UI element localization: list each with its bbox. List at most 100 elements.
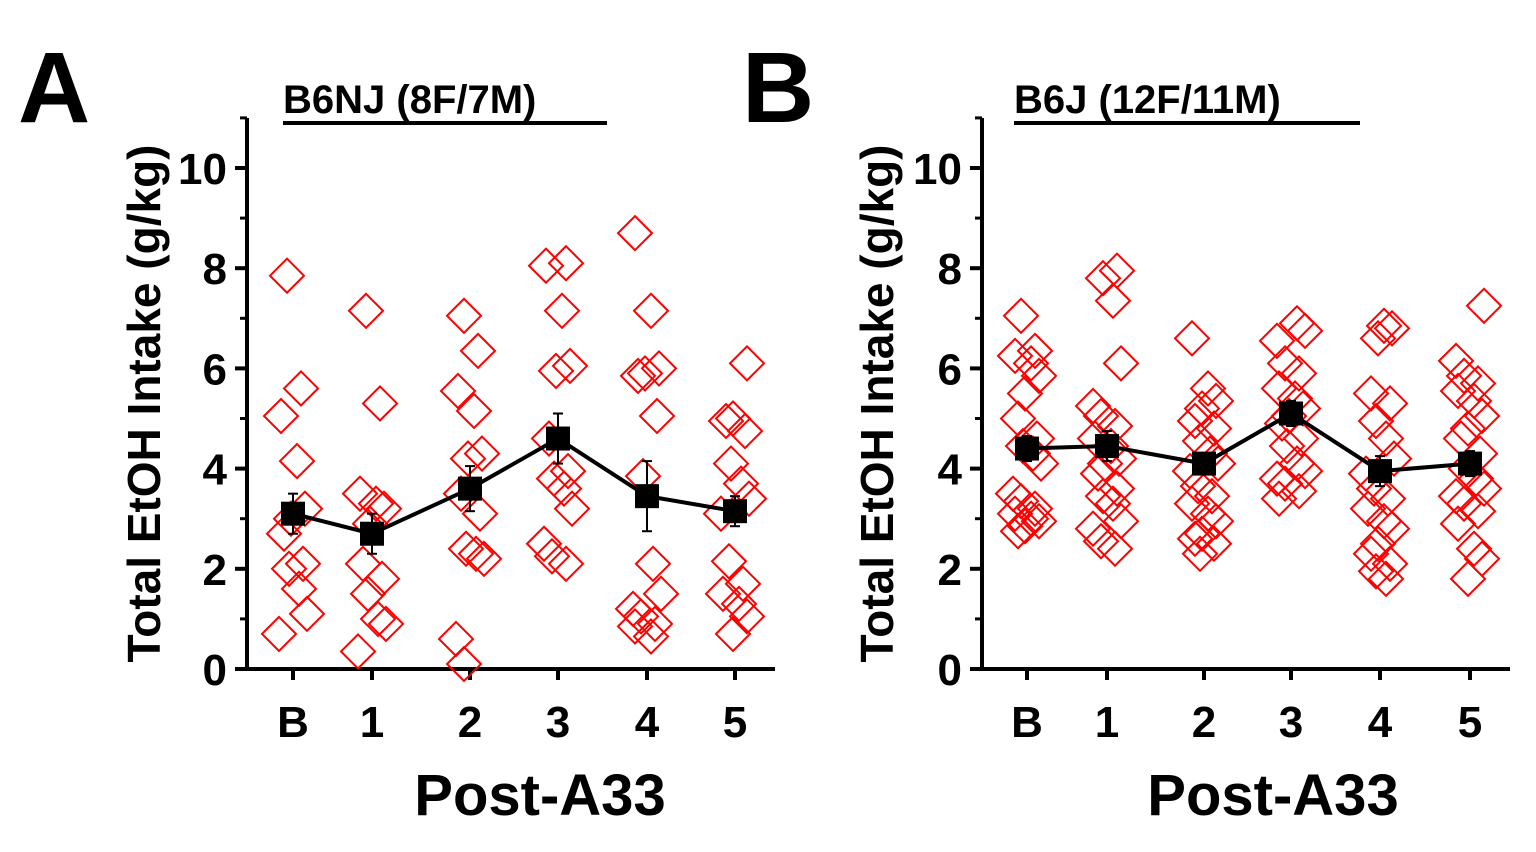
individual-point bbox=[1437, 342, 1475, 380]
individual-point bbox=[720, 585, 758, 623]
mean-point bbox=[546, 426, 570, 451]
individual-point bbox=[449, 440, 487, 477]
individual-point bbox=[1094, 282, 1132, 320]
y-axis-label: Total EtOH Intake (g/kg) bbox=[851, 145, 903, 663]
mean-point bbox=[360, 521, 384, 546]
individual-point bbox=[1439, 372, 1477, 410]
x-tick-label: 4 bbox=[635, 698, 660, 747]
individual-point bbox=[1439, 505, 1477, 543]
x-tick-label: 2 bbox=[1192, 698, 1216, 747]
individual-point bbox=[1459, 365, 1497, 402]
individual-point bbox=[1286, 312, 1324, 350]
individual-point bbox=[1176, 520, 1214, 558]
individual-point bbox=[1449, 410, 1487, 447]
individual-point bbox=[341, 475, 379, 513]
x-tick-label: 3 bbox=[1279, 698, 1303, 747]
individual-point bbox=[461, 495, 499, 533]
individual-point bbox=[626, 354, 664, 392]
mean-point bbox=[281, 501, 305, 526]
individual-point bbox=[1352, 535, 1390, 573]
y-tick-label: 6 bbox=[938, 345, 962, 394]
individual-point bbox=[439, 372, 477, 410]
individual-point bbox=[726, 412, 764, 450]
individual-point bbox=[445, 297, 483, 335]
individual-point bbox=[1449, 560, 1487, 598]
y-tick-label: 2 bbox=[938, 546, 962, 595]
individual-point bbox=[1193, 477, 1231, 515]
individual-point bbox=[704, 575, 742, 613]
individual-point bbox=[1181, 535, 1219, 573]
x-tick-label: 2 bbox=[458, 698, 482, 747]
individual-point bbox=[728, 597, 766, 635]
individual-point bbox=[724, 565, 762, 603]
individual-point bbox=[616, 608, 654, 645]
x-axis-label: Post-A33 bbox=[414, 763, 665, 828]
mean-point bbox=[1015, 436, 1039, 461]
panel-title: B6NJ (8F/7M) bbox=[283, 78, 536, 122]
individual-point bbox=[1371, 385, 1409, 422]
individual-point bbox=[553, 490, 591, 528]
y-tick-label: 8 bbox=[203, 245, 227, 294]
individual-point bbox=[707, 402, 745, 440]
individual-point bbox=[288, 595, 326, 633]
individual-point bbox=[1357, 402, 1395, 440]
y-tick-label: 0 bbox=[203, 646, 227, 695]
individual-point bbox=[638, 397, 676, 435]
mean-line bbox=[1026, 411, 1471, 474]
individual-point bbox=[1465, 470, 1503, 508]
individual-point bbox=[632, 292, 670, 330]
individual-point bbox=[270, 550, 308, 588]
x-tick-label: 4 bbox=[1368, 698, 1393, 747]
individual-point bbox=[1260, 480, 1298, 518]
individual-point bbox=[525, 525, 563, 563]
individual-point bbox=[996, 495, 1034, 533]
y-tick-label: 0 bbox=[938, 646, 962, 695]
individual-point bbox=[459, 332, 497, 370]
individual-point bbox=[1459, 492, 1497, 530]
individual-point bbox=[284, 545, 322, 583]
individual-point bbox=[357, 485, 395, 523]
y-tick-label: 10 bbox=[178, 145, 227, 194]
individual-point bbox=[1173, 485, 1211, 523]
individual-point bbox=[1006, 375, 1044, 412]
individual-point bbox=[642, 575, 680, 613]
individual-point bbox=[1020, 357, 1058, 395]
individual-point bbox=[361, 385, 399, 422]
individual-point bbox=[1367, 420, 1405, 457]
y-tick-label: 6 bbox=[203, 345, 227, 394]
individual-point bbox=[1349, 490, 1387, 528]
x-tick-label: 1 bbox=[360, 698, 384, 747]
individual-point bbox=[359, 600, 397, 638]
individual-point bbox=[262, 397, 300, 435]
individual-point bbox=[1286, 452, 1324, 490]
individual-point bbox=[551, 347, 589, 385]
individual-point bbox=[1195, 410, 1233, 447]
individual-point bbox=[545, 470, 583, 508]
panel-letter: A bbox=[18, 32, 90, 144]
individual-point bbox=[714, 615, 752, 653]
individual-point bbox=[614, 590, 652, 628]
individual-point bbox=[260, 615, 298, 653]
x-tick-label: 5 bbox=[723, 698, 747, 747]
individual-point bbox=[445, 645, 483, 683]
chart-panel-a: A B6NJ (8F/7M) 0 2 4 6 8 10 B 1 2 3 4 5 Total EtOH Int… bbox=[18, 32, 775, 828]
individual-point bbox=[278, 442, 316, 480]
individual-point bbox=[1359, 525, 1397, 563]
individual-point bbox=[339, 633, 377, 670]
individual-point bbox=[1455, 530, 1493, 568]
chart-panel-b: B B6J (12F/11M) 0 2 4 6 8 10 B 1 2 3 4 5 Total EtOH In… bbox=[742, 32, 1510, 828]
x-tick-label: 3 bbox=[546, 698, 570, 747]
individual-point bbox=[1258, 322, 1296, 360]
mean-line bbox=[292, 436, 736, 536]
individual-point bbox=[1268, 427, 1306, 465]
individual-point bbox=[1352, 375, 1390, 412]
individual-point bbox=[712, 445, 750, 483]
y-axis-label: Total EtOH Intake (g/kg) bbox=[118, 145, 170, 663]
individual-point bbox=[1357, 552, 1395, 590]
individual-point bbox=[1012, 344, 1050, 382]
x-tick-label: B bbox=[277, 698, 309, 747]
x-axis-label: Post-A33 bbox=[1147, 763, 1398, 828]
individual-point bbox=[1465, 287, 1503, 325]
individual-point bbox=[1365, 307, 1403, 345]
